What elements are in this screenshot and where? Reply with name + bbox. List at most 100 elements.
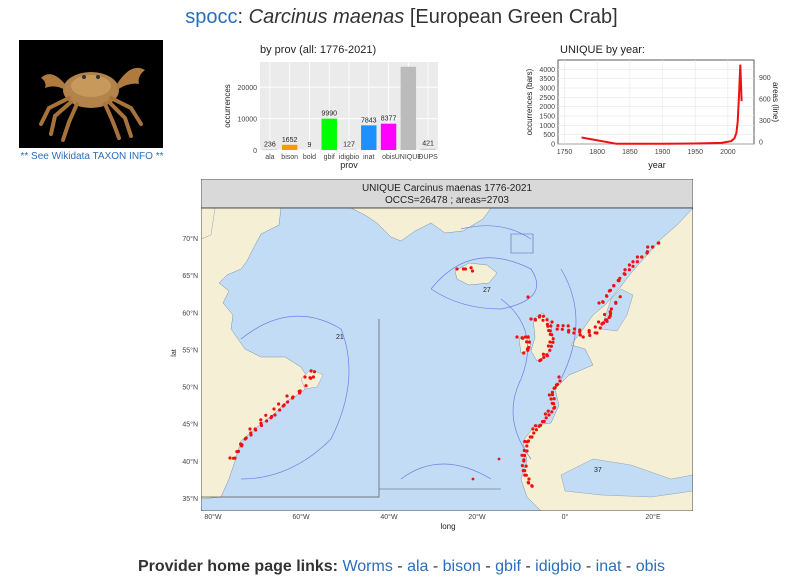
occurrence-dot [309,369,313,373]
bar-xtick-label: ala [265,154,274,161]
crab-image [19,40,163,148]
link-idigbio[interactable]: idigbio [535,558,582,575]
occurrence-dot [552,397,556,401]
line-chart-ylabel: occurrences (bars) [525,68,534,135]
map-ylabel: lat [171,349,178,356]
occurrence-dot [471,477,475,481]
line-y2tick-label: 900 [759,75,771,82]
wikidata-taxon-link[interactable]: ** See Wikidata TAXON INFO ** [20,151,164,162]
occurrence-dot [259,423,264,428]
line-y2tick-label: 0 [759,140,763,147]
occurrence-dot [646,245,650,249]
occurrence-dot [527,340,531,344]
link-inat[interactable]: inat [595,558,622,575]
bar-ytick-label: 0 [253,148,257,155]
occurrence-dot [248,427,252,431]
occurrence-points [228,241,661,488]
occurrence-dot [618,295,622,299]
map-xlabel: long [440,522,455,531]
bar-value-label: 1652 [282,137,298,144]
line-ytick-label: 3500 [539,76,555,83]
occurrence-dot [231,456,236,460]
bar-value-label: 8377 [381,116,397,123]
bar-chart-xlabel: prov [340,160,358,170]
occurrence-dot [627,268,631,272]
occurrence-dot [264,413,268,417]
occurrence-dot [272,407,276,411]
occurrence-dot [627,263,631,267]
line-chart-y2label: areas (line) [771,82,780,122]
occurrence-dot [545,318,549,322]
occurrence-dot [529,317,533,321]
link-gbif[interactable]: gbif [495,558,521,575]
occurrence-dot [607,289,611,293]
line-ytick-label: 1000 [539,123,555,130]
spocc-link[interactable]: spocc [185,6,238,28]
occurrence-dot [623,272,627,276]
occurrence-dot [286,400,290,404]
occurrence-dot [572,327,577,331]
crab-photo[interactable] [19,40,163,148]
occurrence-dot [269,416,273,420]
fao-boundary-21 [201,319,380,498]
occurrence-dot [228,456,232,460]
europe-africa-land [520,207,694,512]
occurrence-dot [533,318,537,322]
occurrence-dot [608,310,612,314]
occurrence-dot [265,419,269,423]
bar-xtick-label: DUPS [418,154,438,161]
occurrence-dot [547,393,551,397]
line-ytick-label: 4000 [539,67,555,74]
map-lat-tick-label: 55°N [182,346,198,354]
bar-xtick-label: gbif [324,154,335,161]
occurrence-dot [530,484,534,488]
line-xtick-label: 1850 [622,149,638,156]
occurrence-dot [548,340,552,344]
link-bison[interactable]: bison [442,558,481,575]
map-svg: UNIQUE Carcinus maenas 1776-2021 OCCS=26… [200,178,694,512]
occurrence-dot [614,300,618,304]
title-separator: : [237,6,244,28]
occurrence-dot [561,324,565,328]
line-xtick-label: 1750 [557,149,573,156]
bar-ytick-label: 20000 [238,85,258,92]
occurrence-dot [520,453,524,457]
occurrence-map[interactable]: UNIQUE Carcinus maenas 1776-2021 OCCS=26… [200,178,694,512]
occurrence-dot [259,418,263,422]
bar-xtick-label: bold [303,154,316,161]
occurrence-dot [556,324,560,328]
bar-chart-by-prov: by prov (all: 1776-2021) 236 1652 9 9990 127… [223,44,438,170]
line-ytick-label: 2500 [539,95,555,102]
line-chart-by-year: UNIQUE by year: 050010001500200025003000… [525,44,780,170]
line-xtick-label: 1900 [655,149,671,156]
link-worms[interactable]: Worms [342,558,393,575]
occurrence-dot [546,324,550,328]
area-label-21: 21 [336,334,344,341]
occurrence-dot [544,416,548,420]
map-lat-tick-label: 45°N [182,421,198,429]
link-obis[interactable]: obis [635,558,666,575]
occurrence-dot [312,370,317,374]
occurrence-dot [521,469,525,473]
map-lat-tick-label: 60°N [182,309,198,317]
occurrence-dot [578,333,582,337]
occurrence-dot [550,401,554,405]
occurrence-dot [525,440,529,444]
occurrence-dot [598,326,602,330]
occurrence-dot [542,419,546,423]
occurrence-dot [609,307,613,311]
occurrence-dot [597,301,601,305]
occurrence-dot [541,318,545,322]
occurrence-dot [623,268,627,272]
map-lat-tick-label: 40°N [182,458,198,466]
occurrence-dot [567,330,571,334]
occurrence-dot [597,320,601,324]
occurrence-dot [541,352,545,356]
map-lon-tick-label: 60°W [292,513,310,521]
occurrence-dot [522,453,527,458]
map-lon-tick-label: 40°W [380,513,398,521]
occurrence-dot [601,300,605,304]
link-ala[interactable]: ala [407,558,429,575]
map-title-strip [200,178,694,209]
occurrence-dot [543,412,547,416]
